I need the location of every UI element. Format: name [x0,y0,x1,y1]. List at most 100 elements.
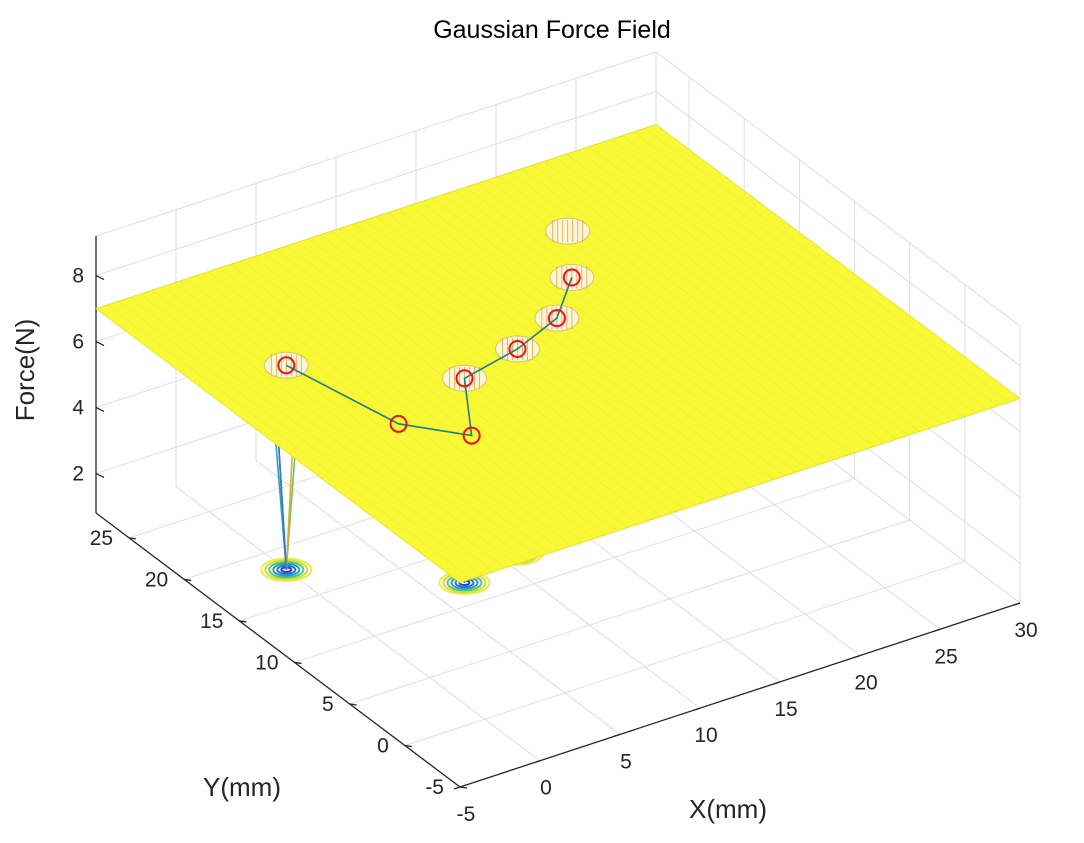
y-tick-label: 0 [377,734,389,757]
y-tick-label: 20 [145,568,168,591]
surface-mesh-line [107,304,472,580]
z-tick-mark [95,406,105,413]
surface-mesh-line [443,194,808,469]
path-marker [277,356,296,375]
y-axis-label: Y(mm) [203,772,281,802]
x-tick-mark [853,654,861,659]
grid-line-z-sidewall [655,91,1021,366]
surface-mesh-line [185,278,550,554]
y-tick-mark [404,744,412,748]
axis-layer [95,236,1021,788]
surface-mesh-line [431,197,797,473]
y-tick-label: -5 [425,776,444,799]
surface-mesh-line [655,124,1021,399]
path-marker [508,339,527,358]
grid-line-x-floor [255,460,621,735]
x-tick-mark [453,786,461,790]
surface-mesh-line [95,308,461,583]
surface-mesh-line [342,227,707,502]
surface-mesh-line [364,219,729,495]
y-tick-mark [349,703,357,706]
surface-mesh-line [129,297,494,572]
path-layer [277,268,581,445]
surface-mesh-line [174,282,539,558]
z-tick-label: 4 [72,396,84,419]
tick-layer: -5 0 5 10 15 20 25 30 -5 0 5 10 15 20 25 2 4 6 8 [72,265,1037,826]
surface-mesh-line [263,253,629,528]
chart-title: Gaussian Force Field [433,16,671,44]
grid-line-y-floor [404,561,966,746]
surface-mesh-line [633,131,998,407]
surface-mesh-line [319,234,685,510]
surface-mesh-line [543,161,909,436]
surface-mesh-line [230,264,595,539]
path-marker [389,414,408,433]
x-tick-label: 0 [540,777,552,800]
y-tick-mark [239,620,247,623]
grid-line-y-floor [294,477,855,663]
surface-mesh-line [308,238,673,513]
x-tick-mark [1013,602,1021,606]
grid-line-x-floor [175,486,541,762]
y-tick-mark [294,661,302,665]
x-tick-label: 20 [854,672,877,695]
path-marker [455,369,474,388]
surface-mesh-line [555,157,920,432]
surface-mesh-line [387,212,752,488]
x-tick-label: 30 [1014,619,1037,642]
surface-mesh-line [476,183,841,458]
box-edge-top-side [655,51,1021,327]
surface-mesh-line [644,127,1009,403]
x-tick-mark [773,681,781,685]
path-marker [562,268,581,287]
x-tick-label: 10 [694,724,717,747]
surface-mesh-line [331,231,696,506]
y-tick-label: 25 [90,527,113,550]
surface-mesh-line [409,205,774,480]
x-tick-label: 25 [934,645,957,668]
y-tick-mark [128,537,137,540]
x-tick-mark [613,733,621,738]
surface-mesh-line [454,190,819,466]
path-line [285,277,573,437]
surface-mesh-line [577,150,942,425]
surface-mesh-line [532,164,897,440]
z-tick-mark [95,340,105,347]
surface-mesh-line [465,186,830,462]
surface-mesh-line [118,300,483,576]
y-tick-label: 5 [322,693,334,716]
surface-mesh-line [196,275,561,550]
x-tick-label: 5 [620,750,632,773]
z-tick-label: 2 [72,462,84,485]
x-tick-label: 15 [774,698,797,721]
surface-mesh-line [521,168,886,443]
grid-line-z-backwall [95,91,657,277]
x-axis-label: X(mm) [689,794,767,824]
x-axis-line [459,602,1021,788]
surface-mesh-line [353,223,718,499]
path-marker [547,309,566,328]
surface-mesh-line [163,286,528,561]
surface-mesh-line [420,201,785,477]
z-tick-mark [95,274,105,281]
surface-mesh-line [151,289,517,565]
y-tick-label: 10 [255,651,278,674]
z-axis-label: Force(N) [10,319,40,422]
surface-mesh-line [611,139,976,414]
x-tick-mark [933,628,941,632]
surface-mesh-line [219,267,584,543]
surface-mesh-line [241,260,606,535]
y-tick-mark [459,786,468,789]
surface-mesh-line [599,142,965,418]
box-edge-top-back [95,51,657,237]
surface-mesh-line [622,135,987,410]
surface-layer [94,123,1022,584]
surface-mesh-line [207,271,573,546]
surface-mesh-line [566,153,931,429]
y-tick-label: 15 [200,610,223,633]
surface-mesh-line [375,216,741,491]
x-tick-mark [533,760,541,764]
surface-mesh-line [588,146,953,421]
path-marker [462,426,481,445]
